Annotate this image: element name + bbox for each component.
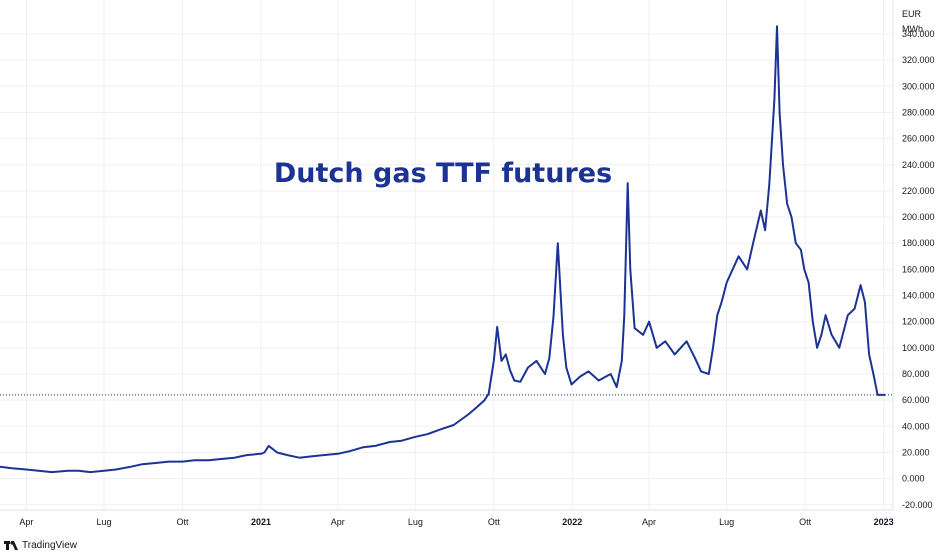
- x-tick-label: 2021: [251, 517, 271, 527]
- price-axis[interactable]: -20.000 0.000 20.000 40.000 60.000 80.000 100.…: [902, 29, 935, 510]
- y-tick-label: 280.000: [902, 107, 935, 117]
- y-tick-label: 260.000: [902, 134, 935, 144]
- y-tick-label: 20.000: [902, 447, 930, 457]
- chart-grid: [0, 0, 893, 510]
- y-tick-label: 240.000: [902, 160, 935, 170]
- x-tick-label: Apr: [642, 517, 656, 527]
- y-tick-label: 220.000: [902, 186, 935, 196]
- x-tick-label: Ott: [488, 517, 501, 527]
- tradingview-logo-icon: [4, 540, 18, 550]
- y-tick-label: 100.000: [902, 343, 935, 353]
- y-tick-label: -20.000: [902, 500, 933, 510]
- y-tick-label: 0.000: [902, 474, 925, 484]
- y-tick-label: 300.000: [902, 81, 935, 91]
- unit-label: MWh: [902, 24, 923, 34]
- y-tick-label: 160.000: [902, 264, 935, 274]
- x-tick-label: Lug: [408, 517, 423, 527]
- x-tick-label: Apr: [19, 517, 33, 527]
- x-tick-label: Ott: [177, 517, 190, 527]
- currency-label: EUR: [902, 9, 922, 19]
- y-tick-label: 200.000: [902, 212, 935, 222]
- y-tick-label: 180.000: [902, 238, 935, 248]
- series-line: [0, 25, 886, 474]
- x-tick-label: Lug: [97, 517, 112, 527]
- x-tick-label: Ott: [799, 517, 812, 527]
- y-tick-label: 80.000: [902, 369, 930, 379]
- x-tick-label: 2023: [874, 517, 894, 527]
- chart-title: Dutch gas TTF futures: [274, 158, 612, 189]
- x-tick-label: Lug: [719, 517, 734, 527]
- y-tick-label: 120.000: [902, 317, 935, 327]
- y-tick-label: 40.000: [902, 421, 930, 431]
- x-tick-label: 2022: [562, 517, 582, 527]
- y-tick-label: 60.000: [902, 395, 930, 405]
- y-tick-label: 340.000: [902, 29, 935, 39]
- y-tick-label: 320.000: [902, 55, 935, 65]
- y-tick-label: 140.000: [902, 291, 935, 301]
- brand-label: TradingView: [22, 539, 78, 551]
- x-tick-label: Apr: [331, 517, 345, 527]
- tradingview-brand[interactable]: TradingView: [4, 538, 77, 552]
- time-axis[interactable]: Apr Lug Ott 2021 Apr Lug Ott 2022 Apr Lug Ott 2023: [19, 517, 893, 527]
